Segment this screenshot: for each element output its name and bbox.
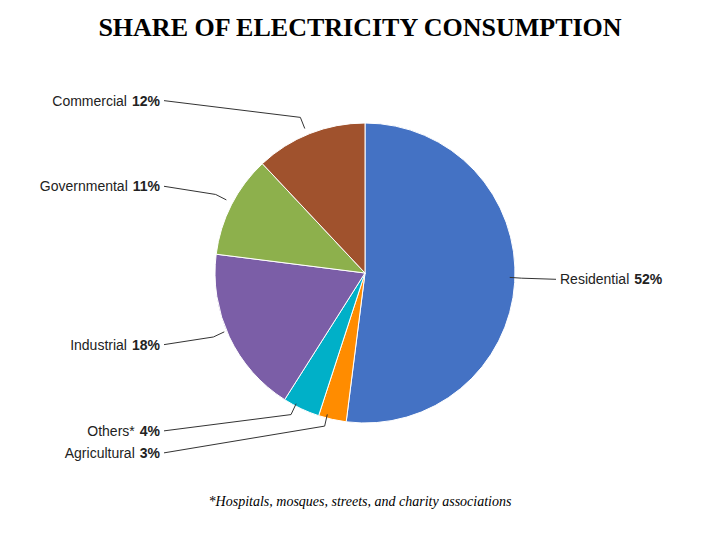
svg-text:Governmental11%: Governmental11%: [40, 178, 161, 194]
svg-text:Others*4%: Others*4%: [87, 423, 160, 439]
svg-text:Agricultural3%: Agricultural3%: [65, 445, 161, 461]
svg-text:Residential52%: Residential52%: [560, 271, 663, 287]
html-text:*Hospitals, mosques, streets,: *Hospitals, mosques, streets, and charit…: [208, 494, 512, 509]
svg-text:Commercial12%: Commercial12%: [52, 93, 160, 109]
svg-text:Industrial18%: Industrial18%: [70, 337, 160, 353]
html-text:SHARE OF ELECTRICITY CONSUMPTI: SHARE OF ELECTRICITY CONSUMPTION: [98, 13, 622, 42]
